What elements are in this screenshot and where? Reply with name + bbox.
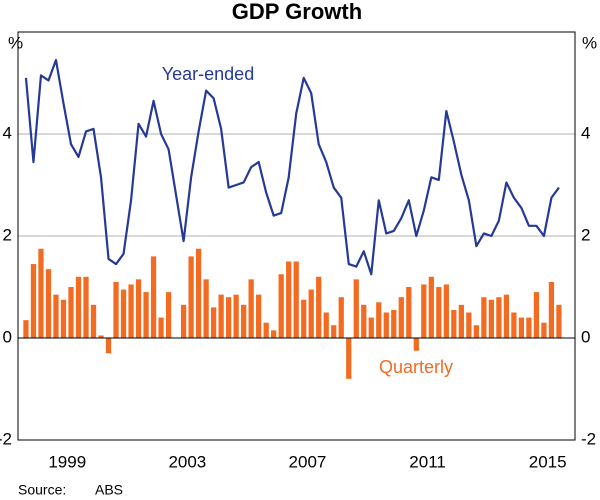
bar [376,302,382,338]
bar [113,281,119,338]
bar [496,297,502,338]
bar [286,261,292,338]
bar [90,304,97,338]
source-label: Source: [18,482,66,498]
bar [218,294,224,338]
x-tick-label: 1999 [48,452,86,471]
bar [150,256,157,338]
bar [256,294,262,338]
bar [556,304,562,338]
bar [165,292,172,338]
bar [203,279,209,338]
bar [511,312,517,338]
bar [195,248,202,338]
y-tick-label-right: 4 [581,123,590,142]
y-unit-right: % [582,33,597,52]
bar [188,256,194,338]
x-tick-label: 2011 [409,452,446,471]
bar [120,289,127,338]
bar [271,330,277,338]
bar [428,276,434,338]
bar [503,294,510,338]
bar [406,287,412,338]
bar [436,287,442,338]
bar [128,284,134,338]
bar [278,274,284,338]
y-tick-label-right: 2 [581,225,590,244]
bar [226,297,232,338]
bar [451,309,457,338]
bar [346,338,352,379]
bar [383,312,389,338]
bar [180,304,187,338]
bar [98,335,104,338]
bar [353,279,359,338]
bar [398,297,404,338]
bar [443,284,449,338]
bar [518,317,525,338]
line [24,58,560,276]
bar [458,304,464,338]
bar [105,338,112,354]
bar-annotation: Quarterly [379,357,453,377]
bar [210,307,217,338]
bar [75,276,82,338]
bar [308,289,314,338]
y-tick-label-left: 4 [3,123,12,142]
y-tick-label-right: 0 [581,327,590,346]
bar [143,292,149,338]
bar [38,248,44,338]
bar [158,317,164,338]
y-unit-left: % [8,33,23,52]
bar [83,276,89,338]
bar [323,312,329,338]
bar [533,292,540,338]
bar [263,322,269,338]
bar [23,320,29,338]
bar [248,279,254,338]
bar [233,294,239,338]
bar [421,284,427,338]
line-annotation: Year-ended [162,64,254,84]
source: ABS [95,482,123,498]
x-tick-label: 2015 [529,452,567,471]
y-tick-label-right: -2 [581,429,596,448]
bar [241,304,247,338]
y-tick-label-left: 2 [3,225,12,244]
bar [53,294,59,338]
bar [338,297,344,338]
bar [293,261,299,338]
bar [466,312,472,338]
bar [488,299,495,338]
plot-frame [17,31,576,441]
bar [361,304,367,338]
bar [541,322,547,338]
x-tick-label: 2007 [289,452,327,471]
chart-title: GDP Growth [232,0,362,24]
bar [301,299,307,338]
bar [391,309,397,338]
bar [30,264,37,338]
bar [331,325,337,338]
bar [473,325,479,338]
bar [481,297,487,338]
bar [548,281,555,338]
bar [135,279,142,338]
bar [316,276,322,338]
bar [368,317,374,338]
bar [526,317,532,338]
y-tick-label-left: -2 [0,429,12,448]
x-tick-label: 2003 [168,452,206,471]
y-tick-label-left: 0 [3,327,12,346]
bar [68,287,74,338]
bar [413,338,419,351]
bar [45,269,52,338]
bar [60,299,67,338]
